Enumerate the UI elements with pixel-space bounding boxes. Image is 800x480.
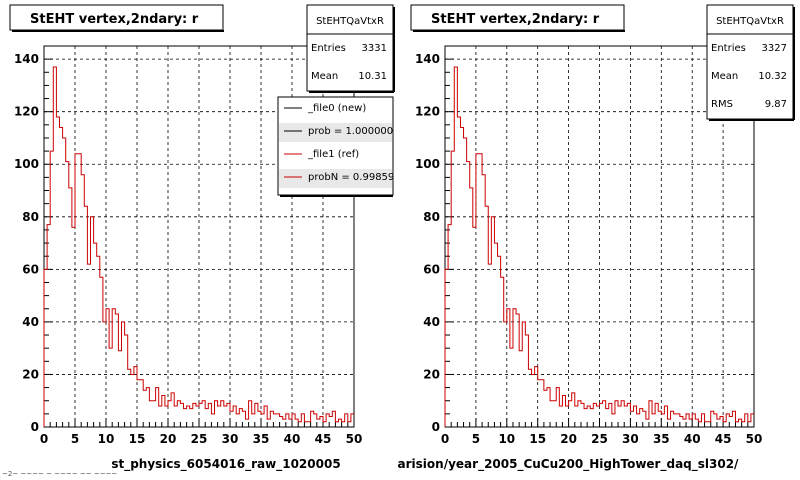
y-tick-label: 80 bbox=[22, 210, 39, 224]
x-tick-label: 35 bbox=[653, 432, 670, 446]
stats-label: Mean bbox=[311, 71, 338, 82]
x-tick-label: 25 bbox=[191, 432, 208, 446]
chart-panel-2: 0 5 10 15 20 25 30 35 40 45 50 0 20 40 60 80 100 120 140 St… bbox=[398, 4, 795, 472]
x-tick-label: 10 bbox=[498, 432, 515, 446]
y-tick-label: 40 bbox=[423, 315, 440, 329]
plot-frame bbox=[444, 45, 755, 428]
file-label: arision/year_2005_CuCu200_HighTower_daq_… bbox=[398, 457, 740, 472]
y-tick-label: 100 bbox=[415, 157, 440, 171]
y-tick-label: 100 bbox=[14, 157, 39, 171]
histogram-series bbox=[43, 66, 354, 427]
chart-title: StEHT vertex,2ndary: r bbox=[431, 12, 600, 27]
title-box bbox=[410, 4, 625, 31]
histogram-series bbox=[444, 66, 754, 427]
stats-box bbox=[306, 4, 394, 92]
legend-entries: _file0 (new) prob = 1.000000 _file1 (ref) p… bbox=[279, 103, 401, 188]
stats-value: 10.31 bbox=[358, 71, 387, 82]
stats-value: 3331 bbox=[362, 43, 387, 54]
y-tick-label: 80 bbox=[423, 210, 440, 224]
x-tick-label: 50 bbox=[346, 432, 363, 446]
x-tick-label: 40 bbox=[284, 432, 301, 446]
y-tick-label: 140 bbox=[415, 52, 440, 66]
y-tick-label: 140 bbox=[14, 52, 39, 66]
legend-entry: _file1 (ref) bbox=[307, 149, 359, 160]
x-tick-label: 20 bbox=[560, 432, 577, 446]
x-tick-label: 5 bbox=[71, 432, 79, 446]
legend-entry: _file0 (new) bbox=[307, 103, 366, 114]
file-label: st_physics_6054016_raw_1020005 bbox=[111, 457, 340, 472]
x-tick-label: 15 bbox=[129, 432, 146, 446]
legend-entry: prob = 1.000000 bbox=[308, 126, 393, 137]
chart-panel-1: 0 5 10 15 20 25 30 35 40 45 50 0 20 40 60 80 100 120 140 St… bbox=[9, 4, 401, 472]
x-tick-label: 15 bbox=[529, 432, 546, 446]
x-tick-label: 35 bbox=[253, 432, 270, 446]
x-tick-label: 5 bbox=[472, 432, 480, 446]
x-tick-label: 25 bbox=[591, 432, 608, 446]
stats-label: Mean bbox=[711, 71, 738, 82]
legend-row-bg bbox=[279, 123, 392, 142]
stats-name: StEHTQaVtxR bbox=[716, 16, 784, 27]
stats-value: 9.87 bbox=[765, 99, 787, 110]
chart-title: StEHT vertex,2ndary: r bbox=[30, 12, 199, 27]
stats-label: Entries bbox=[311, 43, 346, 54]
x-tick-label: 20 bbox=[160, 432, 177, 446]
legend: _file0 (new) prob = 1.000000 _file1 (ref) p… bbox=[277, 96, 401, 197]
x-tick-label: 50 bbox=[746, 432, 763, 446]
legend-entry: probN = 0.998593 bbox=[308, 172, 401, 183]
y-tick-label: 120 bbox=[14, 105, 39, 119]
x-tick-label: 45 bbox=[315, 432, 332, 446]
y-tick-label: 20 bbox=[423, 367, 440, 381]
stats-box bbox=[706, 4, 794, 120]
x-tick-label: 0 bbox=[441, 432, 449, 446]
legend-row-bg bbox=[279, 169, 392, 188]
y-tick-label: 40 bbox=[22, 315, 39, 329]
y-tick-label: 120 bbox=[415, 105, 440, 119]
y-tick-label: 20 bbox=[22, 367, 39, 381]
stats-value: 10.32 bbox=[758, 71, 787, 82]
y-tick-label: 0 bbox=[31, 420, 39, 434]
stats-label: RMS bbox=[711, 99, 733, 110]
y-tick-label: 60 bbox=[423, 262, 440, 276]
x-tick-label: 45 bbox=[715, 432, 732, 446]
y-tick-label: 0 bbox=[432, 420, 440, 434]
corner-note: ~2~ ~~~~ ~ ~~~~ ~~ ~~~~ bbox=[2, 470, 117, 478]
stats-name: StEHTQaVtxR bbox=[316, 16, 384, 27]
x-tick-label: 0 bbox=[40, 432, 48, 446]
y-tick-label: 60 bbox=[22, 262, 39, 276]
stats-value: 3327 bbox=[762, 43, 787, 54]
stats-label: Entries bbox=[711, 43, 746, 54]
x-tick-label: 30 bbox=[622, 432, 639, 446]
x-tick-label: 10 bbox=[98, 432, 115, 446]
x-tick-label: 30 bbox=[222, 432, 239, 446]
x-tick-label: 40 bbox=[684, 432, 701, 446]
